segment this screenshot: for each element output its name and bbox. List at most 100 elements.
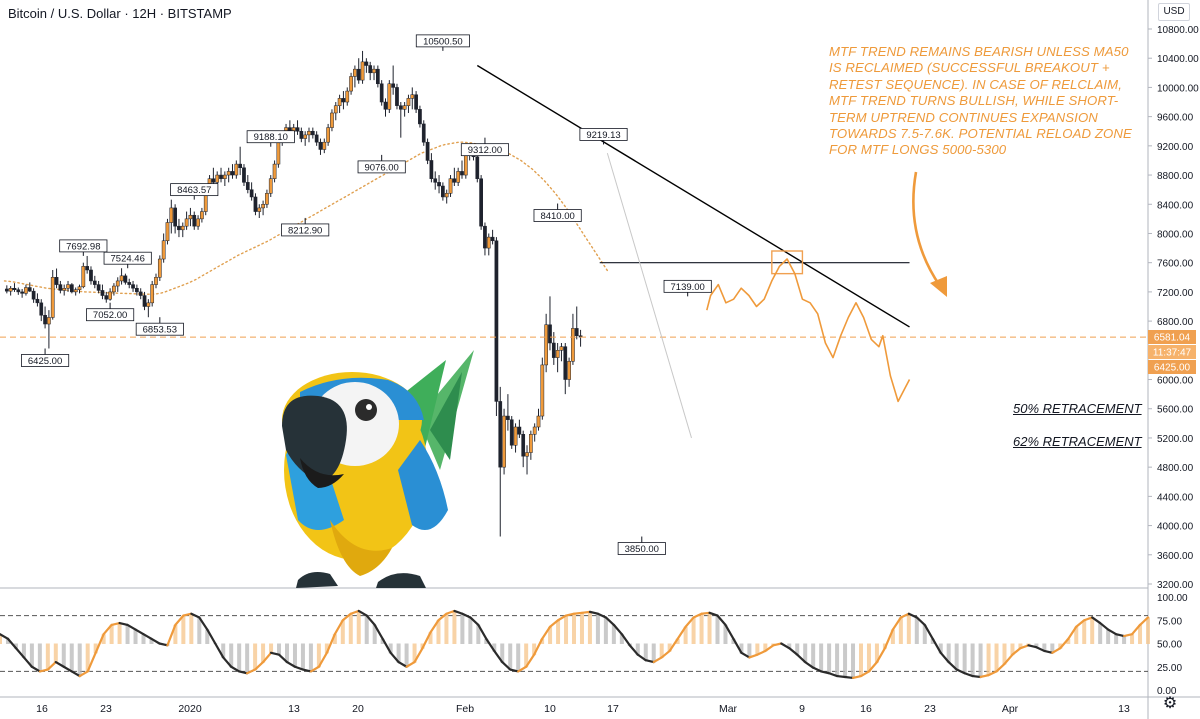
parrot-mascot-icon xyxy=(282,350,474,588)
oscillator-line-segment xyxy=(541,625,552,640)
histogram-bar xyxy=(835,643,840,677)
histogram-bar xyxy=(970,643,975,677)
price-axis-label: 3600.00 xyxy=(1157,551,1194,562)
currency-badge[interactable]: USD xyxy=(1158,3,1190,21)
candle-body xyxy=(356,68,361,81)
price-axis-label: 9200.00 xyxy=(1157,142,1194,153)
annotation-line: FOR MTF LONGS 5000-5300 xyxy=(829,142,1007,158)
candle-body xyxy=(196,218,200,227)
settings-gear-icon[interactable]: ⚙ xyxy=(1162,695,1178,712)
candle-body xyxy=(509,419,514,446)
oscillator-line-segment xyxy=(261,651,273,664)
histogram-bar xyxy=(53,643,58,663)
histogram-bar xyxy=(532,643,537,656)
histogram-bar xyxy=(428,632,433,644)
candle-body xyxy=(441,185,445,198)
histogram-bar xyxy=(261,643,266,663)
oscillator-line-segment xyxy=(564,612,576,617)
histogram-bar xyxy=(125,624,130,644)
oscillator-line-segment xyxy=(309,665,320,673)
price-axis-label: 5200.00 xyxy=(1157,434,1194,445)
candle-body xyxy=(272,163,277,179)
price-label-text: 9219.13 xyxy=(586,130,620,141)
candle-body xyxy=(379,83,384,103)
oscillator-line-segment xyxy=(1107,628,1118,636)
oscillator-line-segment xyxy=(875,647,887,664)
oscillator-line-segment xyxy=(134,628,145,636)
oscillator-line-segment xyxy=(684,616,695,628)
candle-body xyxy=(81,266,86,288)
annotation-arrow xyxy=(912,171,942,287)
annotation-line: MTF TREND REMAINS BEARISH UNLESS MA50 xyxy=(829,44,1129,59)
oscillator-line-segment xyxy=(1091,616,1102,625)
price-label-box xyxy=(86,308,135,322)
histogram-bar xyxy=(117,623,122,644)
histogram-bar xyxy=(1010,643,1015,656)
candle-body xyxy=(406,98,411,106)
oscillator-line-segment xyxy=(812,666,823,673)
histogram-bar xyxy=(444,613,449,644)
histogram-bar xyxy=(667,643,672,652)
histogram-bar xyxy=(675,638,680,644)
candle-body xyxy=(169,207,174,223)
candle-body xyxy=(27,287,32,292)
oscillator-line-segment xyxy=(796,653,807,664)
oscillator-line-segment xyxy=(676,625,687,640)
oscillator-line-segment xyxy=(724,623,735,640)
price-label-box xyxy=(533,209,582,222)
price-label-text: 3850.00 xyxy=(625,544,659,555)
histogram-bar xyxy=(237,643,242,672)
oscillator-line-segment xyxy=(1051,647,1062,654)
candle-body xyxy=(330,112,334,128)
histogram-bar xyxy=(1034,643,1039,648)
oscillator-line-segment xyxy=(740,651,751,659)
oscillator-axis-label: 75.00 xyxy=(1157,616,1182,627)
oscillator-line-segment xyxy=(588,610,600,615)
oscillator-line-segment xyxy=(285,660,297,668)
candle-body xyxy=(345,90,350,103)
oscillator-line-segment xyxy=(30,665,41,673)
candle-body xyxy=(456,171,461,183)
oscillator-line-segment xyxy=(325,633,336,654)
price-axis-label: 4000.00 xyxy=(1157,522,1194,533)
oscillator-line-segment xyxy=(1122,633,1134,638)
oscillator-line-segment xyxy=(493,649,504,664)
candle-body xyxy=(142,295,147,307)
oscillator-line-segment xyxy=(126,623,137,631)
candle-body xyxy=(31,290,36,300)
candle-body xyxy=(540,364,545,417)
histogram-bar xyxy=(866,643,871,672)
oscillator-line-segment xyxy=(238,670,249,675)
oscillator-line-segment xyxy=(0,633,10,640)
histogram-bar xyxy=(906,613,911,644)
histogram-bar xyxy=(0,634,2,644)
candle-body xyxy=(123,275,128,283)
histogram-bar xyxy=(404,643,409,668)
oscillator-line-segment xyxy=(110,621,121,627)
candle-body xyxy=(498,401,503,468)
candle-body xyxy=(322,141,327,150)
candle-body xyxy=(39,302,44,316)
oscillator-line-segment xyxy=(780,642,791,650)
candle-body xyxy=(66,284,70,289)
chart-title: Bitcoin / U.S. Dollar · 12H · BITSTAMP xyxy=(8,6,232,21)
oscillator-line-segment xyxy=(437,612,448,622)
oscillator-line-segment xyxy=(764,644,775,653)
histogram-bar xyxy=(308,643,313,672)
histogram-bar xyxy=(300,643,305,671)
oscillator-line-segment xyxy=(931,637,942,654)
candle-body xyxy=(238,163,243,168)
histogram-bar xyxy=(898,617,903,644)
histogram-bar xyxy=(21,643,26,658)
oscillator-line-segment xyxy=(556,614,568,622)
oscillator-line-segment xyxy=(700,611,711,615)
oscillator-line-segment xyxy=(1130,623,1142,636)
candle-body xyxy=(16,289,21,293)
candle-body xyxy=(502,415,506,468)
oscillator-line-segment xyxy=(907,612,918,619)
oscillator-line-segment xyxy=(636,653,647,662)
oscillator-line-segment xyxy=(708,611,719,617)
oscillator-line-segment xyxy=(1027,644,1038,649)
oscillator-line-segment xyxy=(230,665,241,673)
price-axis-label: 3200.00 xyxy=(1157,580,1194,591)
